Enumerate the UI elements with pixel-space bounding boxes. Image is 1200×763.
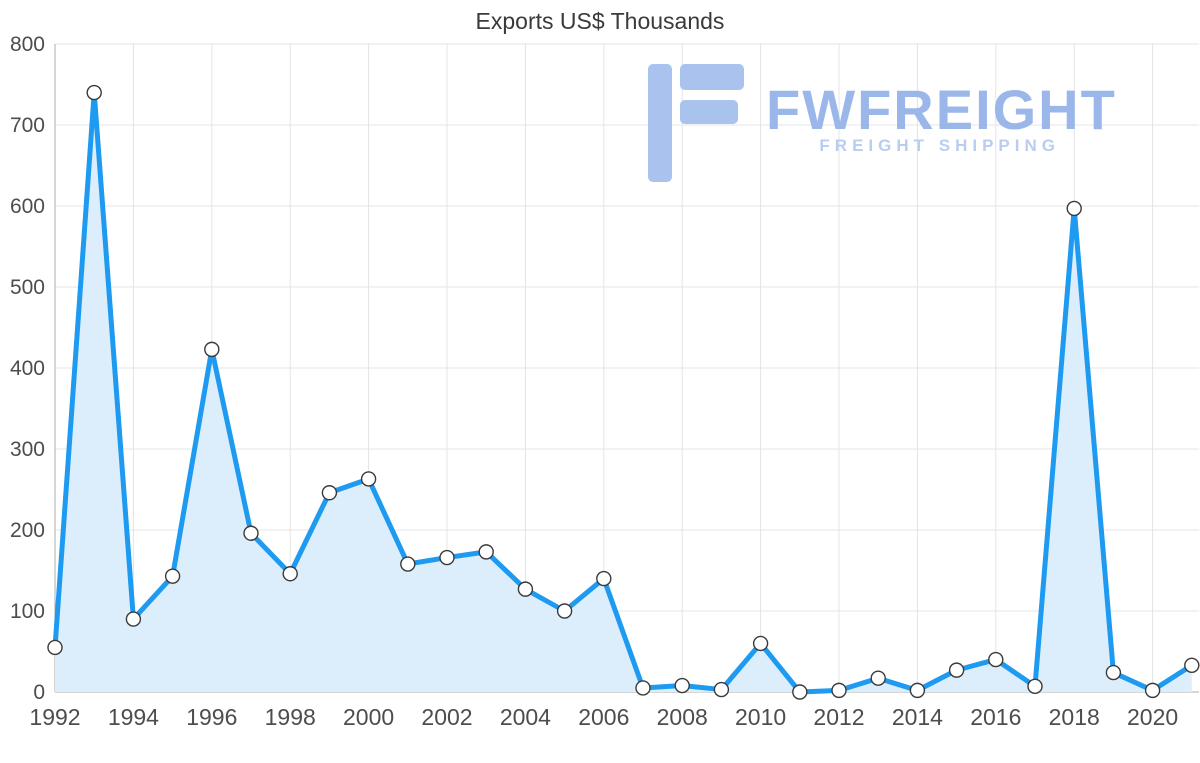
- data-point: [870, 670, 886, 686]
- data-point: [596, 570, 612, 587]
- data-point: [674, 677, 690, 694]
- data-point: [1184, 657, 1200, 673]
- x-axis-tick-label: 2012: [813, 704, 864, 730]
- series-area-fill: [55, 92, 1192, 693]
- x-axis-tick-label: 2010: [735, 704, 786, 730]
- data-point: [1105, 664, 1122, 681]
- x-axis-tick-label: 1996: [186, 704, 237, 730]
- data-point: [1144, 682, 1161, 699]
- data-point: [321, 485, 338, 501]
- data-point: [713, 681, 730, 698]
- data-point: [360, 471, 377, 487]
- data-point: [164, 568, 181, 584]
- y-axis-tick-label: 0: [33, 681, 45, 704]
- data-point: [47, 639, 63, 656]
- x-axis-tick-label: 2020: [1127, 704, 1178, 730]
- x-axis-tick-label: 1998: [265, 704, 316, 730]
- x-axis-tick-label: 2000: [343, 704, 394, 730]
- data-point: [556, 603, 573, 619]
- data-point: [282, 566, 298, 582]
- data-point: [439, 549, 455, 566]
- y-axis-tick-label: 500: [10, 276, 45, 299]
- data-point: [86, 84, 102, 101]
- data-point: [204, 341, 220, 358]
- x-axis-tick-label: 2002: [421, 704, 472, 730]
- x-axis-tick-label: 2008: [657, 704, 708, 730]
- data-point: [752, 635, 769, 652]
- x-axis-tick-label: 1992: [29, 704, 80, 730]
- data-point: [517, 581, 534, 597]
- data-point: [988, 651, 1004, 668]
- data-point: [125, 611, 142, 627]
- y-axis-tick-label: 100: [10, 600, 45, 623]
- y-axis-tick-label: 400: [10, 357, 45, 380]
- data-point: [243, 525, 259, 541]
- series-line: [52, 90, 1195, 695]
- data-point: [1027, 678, 1043, 695]
- data-point: [909, 682, 926, 699]
- x-axis-tick-label: 1994: [108, 704, 159, 730]
- y-axis-tick-label: 300: [10, 438, 45, 461]
- data-point: [831, 682, 847, 699]
- data-point: [478, 544, 494, 560]
- chart-title: Exports US$ Thousands: [475, 8, 725, 34]
- y-axis-tick-label: 600: [10, 195, 45, 218]
- data-point: [792, 684, 808, 700]
- x-axis-tick-label: 2004: [500, 704, 551, 730]
- data-point: [635, 680, 651, 696]
- data-point: [1066, 200, 1082, 217]
- y-axis-tick-label: 200: [10, 519, 45, 542]
- x-axis-tick-label: 2016: [970, 704, 1021, 730]
- x-axis-tick-label: 2014: [892, 704, 943, 730]
- x-axis-tick-label: 2018: [1049, 704, 1100, 730]
- data-point: [400, 556, 416, 572]
- y-axis-tick-label: 700: [10, 114, 45, 137]
- x-axis-tick-label: 2006: [578, 704, 629, 730]
- y-axis-tick-label: 800: [10, 33, 45, 56]
- data-point: [948, 662, 965, 678]
